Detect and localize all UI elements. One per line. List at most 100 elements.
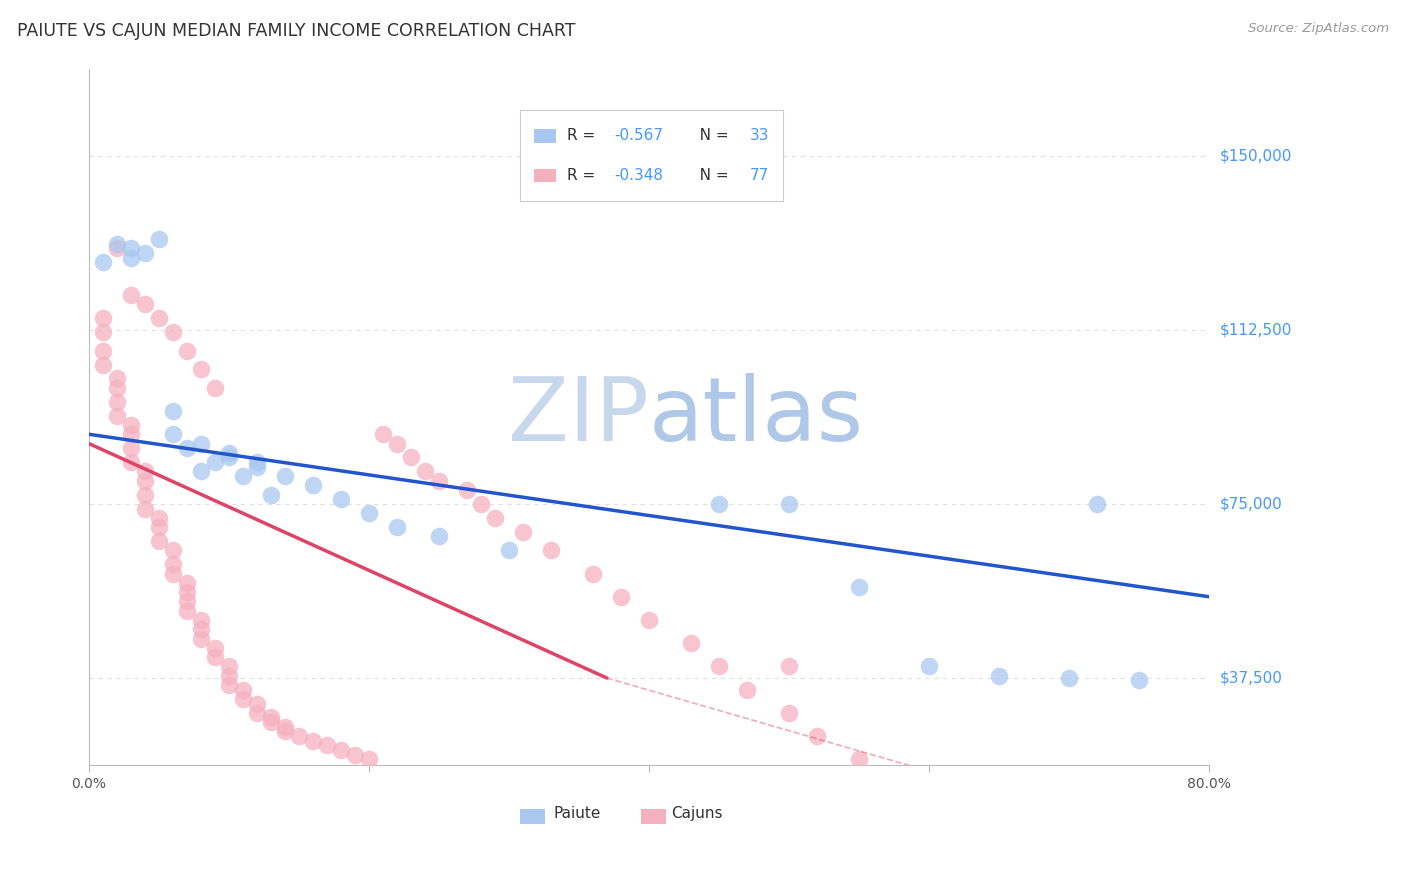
Point [176, 604, 198, 618]
Point [385, 436, 408, 450]
Point [778, 706, 800, 720]
Bar [641, 809, 665, 824]
Bar [533, 169, 555, 183]
Point [162, 325, 184, 339]
Point [918, 659, 941, 673]
Text: ZIP: ZIP [508, 374, 650, 460]
Point [134, 487, 156, 501]
Point [204, 455, 226, 469]
Point [120, 417, 142, 432]
Point [232, 682, 254, 697]
Point [315, 739, 337, 753]
Point [91, 325, 114, 339]
FancyBboxPatch shape [520, 111, 783, 201]
Point [204, 381, 226, 395]
Point [148, 511, 170, 525]
Text: 33: 33 [749, 128, 769, 144]
Point [190, 613, 212, 627]
Point [218, 446, 240, 460]
Point [274, 720, 297, 734]
Text: N =: N = [685, 128, 734, 144]
Text: N =: N = [685, 168, 734, 183]
Point [134, 474, 156, 488]
Point [512, 524, 534, 539]
Text: $150,000: $150,000 [1220, 148, 1292, 163]
Point [246, 697, 269, 711]
Point [105, 409, 128, 423]
Point [176, 441, 198, 455]
Point [540, 543, 562, 558]
Point [357, 506, 380, 520]
Point [274, 469, 297, 483]
Point [148, 534, 170, 549]
Text: Cajuns: Cajuns [671, 806, 723, 822]
Point [778, 497, 800, 511]
Point [204, 650, 226, 665]
Point [176, 594, 198, 608]
Point [105, 381, 128, 395]
Point [162, 404, 184, 418]
Point [610, 590, 633, 604]
Point [288, 729, 311, 743]
Point [190, 464, 212, 478]
Point [120, 242, 142, 256]
Point [470, 497, 492, 511]
Point [176, 575, 198, 590]
Point [778, 659, 800, 673]
Point [260, 715, 283, 730]
Point [218, 678, 240, 692]
Point [260, 487, 283, 501]
Point [162, 427, 184, 442]
Point [274, 724, 297, 739]
Point [232, 469, 254, 483]
Point [399, 450, 422, 465]
Point [148, 232, 170, 246]
Point [413, 464, 436, 478]
Text: -0.567: -0.567 [614, 128, 664, 144]
Point [162, 543, 184, 558]
Point [162, 566, 184, 581]
Point [484, 511, 506, 525]
Point [343, 747, 366, 762]
Point [246, 706, 269, 720]
Point [91, 255, 114, 269]
Point [582, 566, 605, 581]
Point [246, 459, 269, 474]
Point [1085, 497, 1108, 511]
Point [679, 636, 702, 650]
Text: R =: R = [567, 168, 600, 183]
Point [190, 632, 212, 646]
Point [456, 483, 478, 497]
Point [91, 358, 114, 372]
Point [329, 492, 352, 507]
Point [890, 775, 912, 789]
Point [105, 394, 128, 409]
Text: PAIUTE VS CAJUN MEDIAN FAMILY INCOME CORRELATION CHART: PAIUTE VS CAJUN MEDIAN FAMILY INCOME COR… [17, 22, 575, 40]
Point [91, 311, 114, 326]
Point [190, 362, 212, 376]
Point [988, 669, 1011, 683]
Point [176, 343, 198, 358]
Bar [533, 128, 555, 143]
Text: $112,500: $112,500 [1220, 322, 1292, 337]
Point [301, 478, 323, 492]
Point [120, 455, 142, 469]
Point [371, 427, 394, 442]
Bar [520, 809, 544, 824]
Point [105, 371, 128, 385]
Point [176, 585, 198, 599]
Point [1057, 671, 1080, 685]
Point [120, 251, 142, 265]
Point [246, 455, 269, 469]
Point [120, 441, 142, 455]
Text: R =: R = [567, 128, 600, 144]
Point [498, 543, 520, 558]
Text: Source: ZipAtlas.com: Source: ZipAtlas.com [1249, 22, 1389, 36]
Point [134, 464, 156, 478]
Point [385, 520, 408, 534]
Point [260, 710, 283, 724]
Point [148, 520, 170, 534]
Point [848, 581, 870, 595]
Point [806, 729, 828, 743]
Point [357, 752, 380, 766]
